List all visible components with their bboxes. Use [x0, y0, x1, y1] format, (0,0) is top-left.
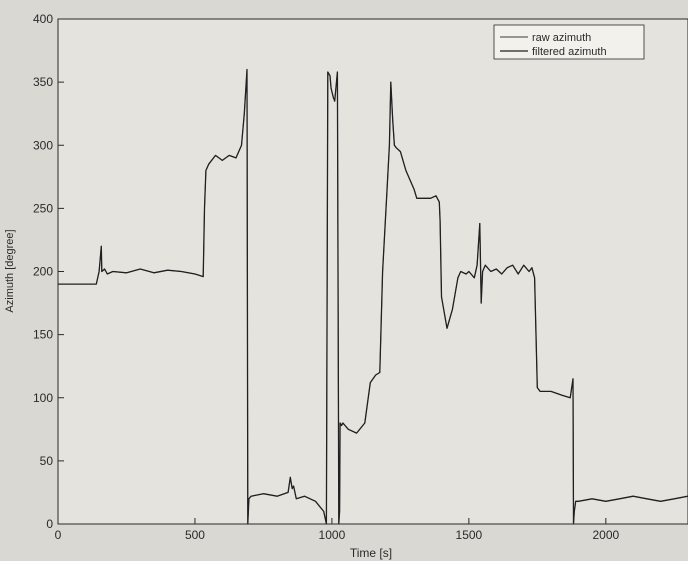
- y-tick-label: 400: [33, 12, 53, 26]
- legend-box: [493, 24, 645, 60]
- y-axis-label: Azimuth [degree]: [4, 229, 16, 312]
- x-tick-label: 0: [55, 528, 62, 542]
- y-tick-label: 100: [33, 391, 53, 405]
- y-tick-label: 250: [33, 201, 53, 215]
- axes: [57, 18, 688, 525]
- tick-labels: 0 50 100 150 200 250 300 350 400 0 500 1000 1500 2000: [33, 12, 620, 542]
- y-tick-label: 150: [33, 328, 53, 342]
- y-tick-label: 0: [46, 517, 53, 531]
- y-tick-label: 50: [40, 454, 54, 468]
- x-tick-label: 1000: [319, 528, 346, 542]
- x-tick-label: 500: [185, 528, 205, 542]
- series-line-filtered-azimuth: [58, 68, 688, 525]
- y-tick-label: 200: [33, 265, 53, 279]
- legend-label-filtered: filtered azimuth: [532, 46, 607, 58]
- plot-area: [58, 19, 688, 524]
- legend-label-raw: raw azimuth: [532, 32, 591, 44]
- legend: raw azimuth filtered azimuth: [493, 24, 645, 60]
- series-layer: [58, 68, 688, 525]
- x-tick-label: 1500: [456, 528, 483, 542]
- y-tick-label: 300: [33, 138, 53, 152]
- x-axis-label: Time [s]: [350, 546, 392, 560]
- y-tick-label: 350: [33, 75, 53, 89]
- x-tick-label: 2000: [592, 528, 619, 542]
